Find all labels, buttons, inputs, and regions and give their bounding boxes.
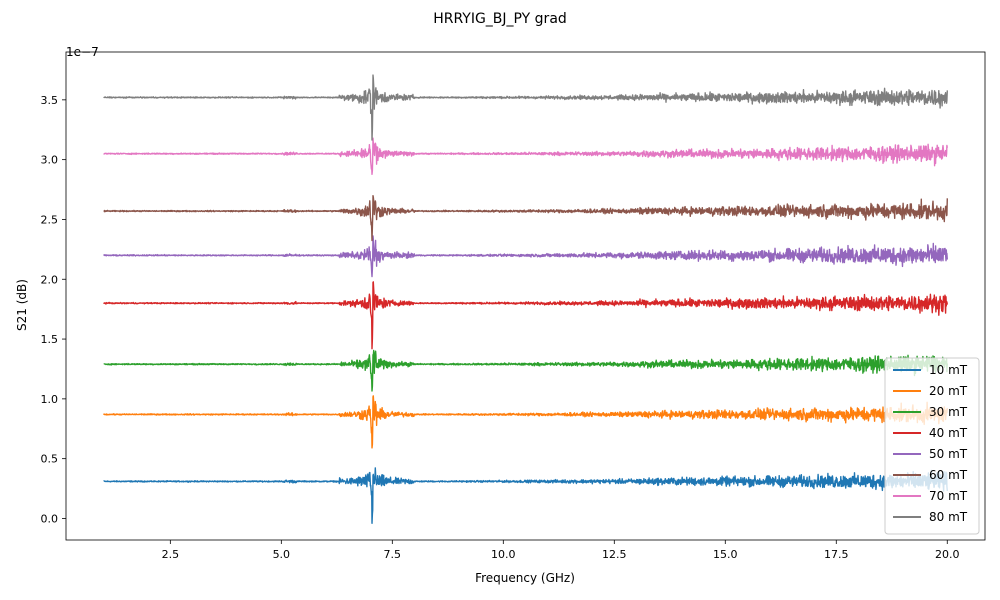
x-tick-label: 7.5 [384, 548, 402, 561]
series-layer [103, 74, 948, 524]
x-tick-label: 12.5 [602, 548, 627, 561]
series-line-80-mt [103, 74, 948, 141]
series-line-30-mt [103, 349, 948, 392]
y-tick-label: 2.5 [41, 213, 59, 226]
y-tick-label: 0.0 [41, 512, 59, 525]
series-line-10-mt [103, 467, 948, 524]
x-tick-label: 20.0 [935, 548, 960, 561]
legend-label-80-mt: 80 mT [929, 510, 968, 524]
y-axis-label: S21 (dB) [15, 279, 29, 331]
legend: 10 mT 20 mT 30 mT 40 mT 50 mT 60 mT 70 mT 80 mT [884, 357, 980, 535]
y-tick-label: 3.5 [41, 94, 59, 107]
x-tick-label: 10.0 [491, 548, 516, 561]
legend-label-70-mt: 70 mT [929, 489, 968, 503]
series-line-60-mt [103, 195, 948, 242]
legend-label-40-mt: 40 mT [929, 426, 968, 440]
x-tick-label: 17.5 [824, 548, 849, 561]
y-axis-ticks: 0.0 0.5 1.0 1.5 2.0 2.5 3.0 3.5 [41, 94, 66, 525]
x-tick-label: 15.0 [713, 548, 738, 561]
y-tick-label: 1.5 [41, 333, 59, 346]
y-tick-label: 1.0 [41, 393, 59, 406]
y-tick-label: 3.0 [41, 154, 59, 167]
legend-label-50-mt: 50 mT [929, 447, 968, 461]
series-line-70-mt [103, 137, 948, 175]
series-line-40-mt [103, 281, 948, 350]
x-tick-label: 2.5 [162, 548, 180, 561]
plot-frame [65, 51, 986, 541]
x-axis-label: Frequency (GHz) [475, 571, 575, 585]
legend-label-60-mt: 60 mT [929, 468, 968, 482]
legend-box [884, 357, 980, 535]
y-tick-label: 2.0 [41, 273, 59, 286]
legend-label-10-mt: 10 mT [929, 363, 968, 377]
series-line-20-mt [103, 395, 948, 449]
chart-title: HRRYIG_BJ_PY grad [433, 11, 567, 27]
y-axis-scale-label: 1e−7 [66, 45, 99, 59]
x-axis-ticks: 2.5 5.0 7.5 10.0 12.5 15.0 17.5 20.0 [162, 540, 960, 561]
legend-label-30-mt: 30 mT [929, 405, 968, 419]
legend-label-20-mt: 20 mT [929, 384, 968, 398]
series-line-50-mt [103, 235, 948, 278]
y-tick-label: 0.5 [41, 453, 59, 466]
x-tick-label: 5.0 [273, 548, 291, 561]
